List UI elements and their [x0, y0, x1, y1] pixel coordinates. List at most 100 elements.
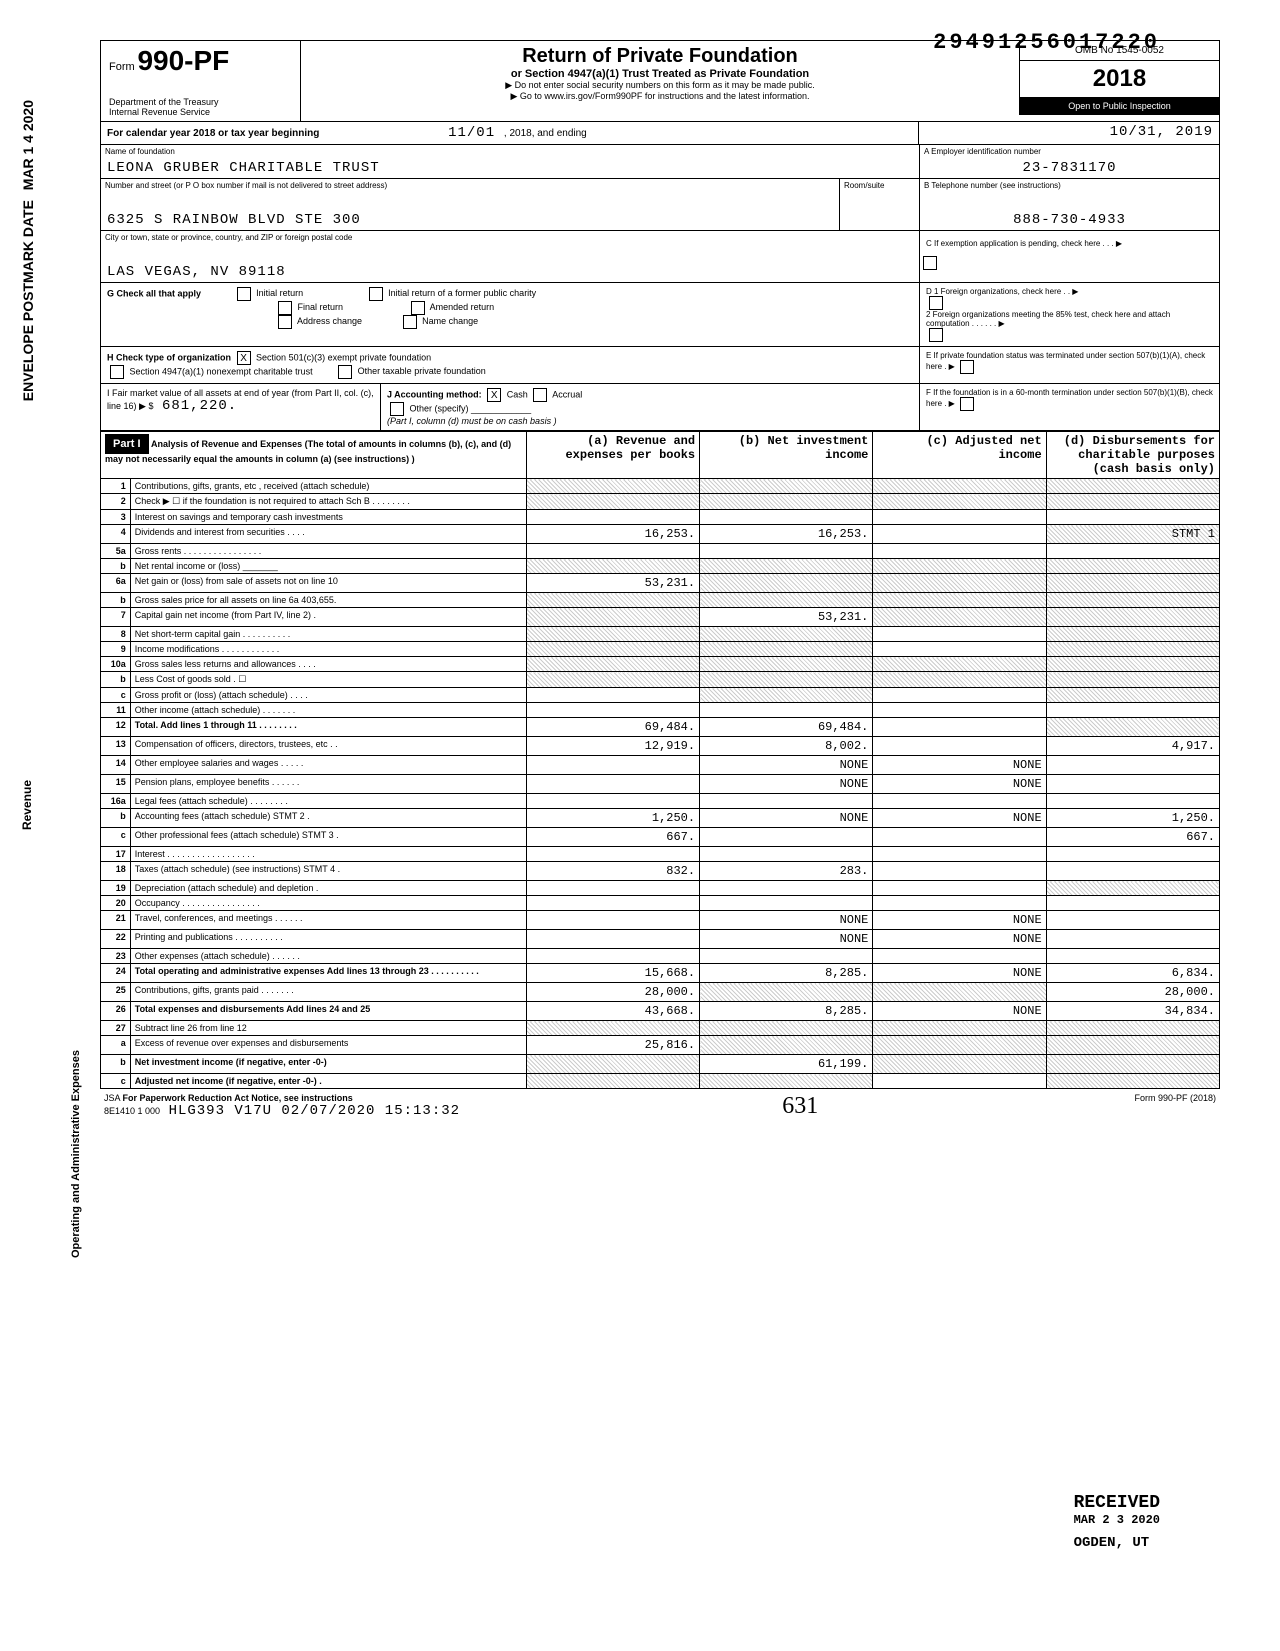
- begin-date: 11/01: [442, 123, 501, 143]
- j-cash: Cash: [507, 389, 528, 399]
- col-a-value: 16,253.: [526, 525, 699, 544]
- phone-value: 888-730-4933: [920, 210, 1219, 230]
- col-b-value: NONE: [700, 756, 873, 775]
- 4947-checkbox[interactable]: [110, 365, 124, 379]
- col-b-value: [700, 657, 873, 672]
- col-c-value: [873, 510, 1046, 525]
- form-code: 8E1410 1 000: [104, 1106, 160, 1116]
- row-description: Other expenses (attach schedule) . . . .…: [130, 949, 526, 964]
- col-c-value: [873, 881, 1046, 896]
- col-b-value: [700, 688, 873, 703]
- accrual-checkbox[interactable]: [533, 388, 547, 402]
- col-d-value: [1046, 593, 1219, 608]
- col-c-value: [873, 794, 1046, 809]
- col-c-value: [873, 608, 1046, 627]
- other-method-checkbox[interactable]: [390, 402, 404, 416]
- name-change-checkbox[interactable]: [403, 315, 417, 329]
- col-c-value: [873, 847, 1046, 862]
- table-row: 26Total expenses and disbursements Add l…: [101, 1002, 1220, 1021]
- col-b-value: NONE: [700, 930, 873, 949]
- 60month-checkbox[interactable]: [960, 397, 974, 411]
- row-description: Capital gain net income (from Part IV, l…: [130, 608, 526, 627]
- row-description: Gross sales less returns and allowances …: [130, 657, 526, 672]
- table-row: bNet rental income or (loss) _______: [101, 559, 1220, 574]
- row-description: Gross rents . . . . . . . . . . . . . . …: [130, 544, 526, 559]
- other-taxable-checkbox[interactable]: [338, 365, 352, 379]
- initial-return-checkbox[interactable]: [237, 287, 251, 301]
- col-a-header: (a) Revenue and expenses per books: [526, 432, 699, 479]
- g-opt4: Initial return of a former public charit…: [388, 288, 536, 298]
- table-row: cOther professional fees (attach schedul…: [101, 828, 1220, 847]
- h-opt2: Section 4947(a)(1) nonexempt charitable …: [130, 366, 313, 376]
- col-a-value: 28,000.: [526, 983, 699, 1002]
- cash-checkbox[interactable]: X: [487, 388, 501, 402]
- col-d-value: [1046, 494, 1219, 510]
- col-a-value: 15,668.: [526, 964, 699, 983]
- col-a-value: [526, 775, 699, 794]
- col-b-value: [700, 1074, 873, 1089]
- 501c3-checkbox[interactable]: X: [237, 351, 251, 365]
- col-a-value: [526, 642, 699, 657]
- col-a-value: [526, 657, 699, 672]
- foreign-org-checkbox[interactable]: [929, 296, 943, 310]
- amended-checkbox[interactable]: [411, 301, 425, 315]
- row-number: b: [101, 809, 131, 828]
- col-a-value: 53,231.: [526, 574, 699, 593]
- row-number: 16a: [101, 794, 131, 809]
- addr-change-checkbox[interactable]: [278, 315, 292, 329]
- table-row: 17Interest . . . . . . . . . . . . . . .…: [101, 847, 1220, 862]
- foreign-85-checkbox[interactable]: [929, 328, 943, 342]
- exemption-checkbox[interactable]: [923, 256, 937, 270]
- row-description: Net rental income or (loss) _______: [130, 559, 526, 574]
- terminated-checkbox[interactable]: [960, 360, 974, 374]
- postmark-date: MAR 1 4 2020: [20, 100, 36, 190]
- row-number: b: [101, 559, 131, 574]
- ein-label: A Employer identification number: [920, 145, 1219, 158]
- col-c-value: [873, 672, 1046, 688]
- col-a-value: [526, 479, 699, 494]
- col-c-value: [873, 494, 1046, 510]
- final-return-checkbox[interactable]: [278, 301, 292, 315]
- col-d-value: [1046, 896, 1219, 911]
- col-b-value: [700, 672, 873, 688]
- col-d-value: 1,250.: [1046, 809, 1219, 828]
- row-number: 25: [101, 983, 131, 1002]
- col-b-value: 8,285.: [700, 1002, 873, 1021]
- jsa-label: JSA: [104, 1093, 120, 1103]
- row-description: Printing and publications . . . . . . . …: [130, 930, 526, 949]
- cal-mid: , 2018, and ending: [504, 128, 587, 139]
- col-d-value: [1046, 672, 1219, 688]
- row-description: Dividends and interest from securities .…: [130, 525, 526, 544]
- row-description: Less Cost of goods sold . ☐: [130, 672, 526, 688]
- col-d-value: [1046, 657, 1219, 672]
- col-a-value: [526, 930, 699, 949]
- table-row: 11Other income (attach schedule) . . . .…: [101, 703, 1220, 718]
- col-d-value: 4,917.: [1046, 737, 1219, 756]
- col-c-value: NONE: [873, 809, 1046, 828]
- j-other: Other (specify): [410, 403, 469, 413]
- col-b-value: 8,285.: [700, 964, 873, 983]
- j-label: J Accounting method:: [387, 389, 482, 399]
- row-description: Depreciation (attach schedule) and deple…: [130, 881, 526, 896]
- col-b-value: [700, 559, 873, 574]
- row-number: 15: [101, 775, 131, 794]
- row-description: Total expenses and disbursements Add lin…: [130, 1002, 526, 1021]
- row-description: Income modifications . . . . . . . . . .…: [130, 642, 526, 657]
- form-number: 990-PF: [137, 45, 229, 76]
- col-d-value: [1046, 794, 1219, 809]
- col-a-value: [526, 703, 699, 718]
- table-row: 20Occupancy . . . . . . . . . . . . . . …: [101, 896, 1220, 911]
- row-number: 10a: [101, 657, 131, 672]
- col-a-value: [526, 559, 699, 574]
- row-number: 12: [101, 718, 131, 737]
- former-charity-checkbox[interactable]: [369, 287, 383, 301]
- col-d-value: STMT 1: [1046, 525, 1219, 544]
- row-number: 4: [101, 525, 131, 544]
- g-opt6: Name change: [422, 316, 478, 326]
- table-row: cGross profit or (loss) (attach schedule…: [101, 688, 1220, 703]
- col-b-value: [700, 510, 873, 525]
- col-c-value: NONE: [873, 1002, 1046, 1021]
- col-b-value: [700, 544, 873, 559]
- col-c-value: [873, 544, 1046, 559]
- col-d-value: [1046, 1021, 1219, 1036]
